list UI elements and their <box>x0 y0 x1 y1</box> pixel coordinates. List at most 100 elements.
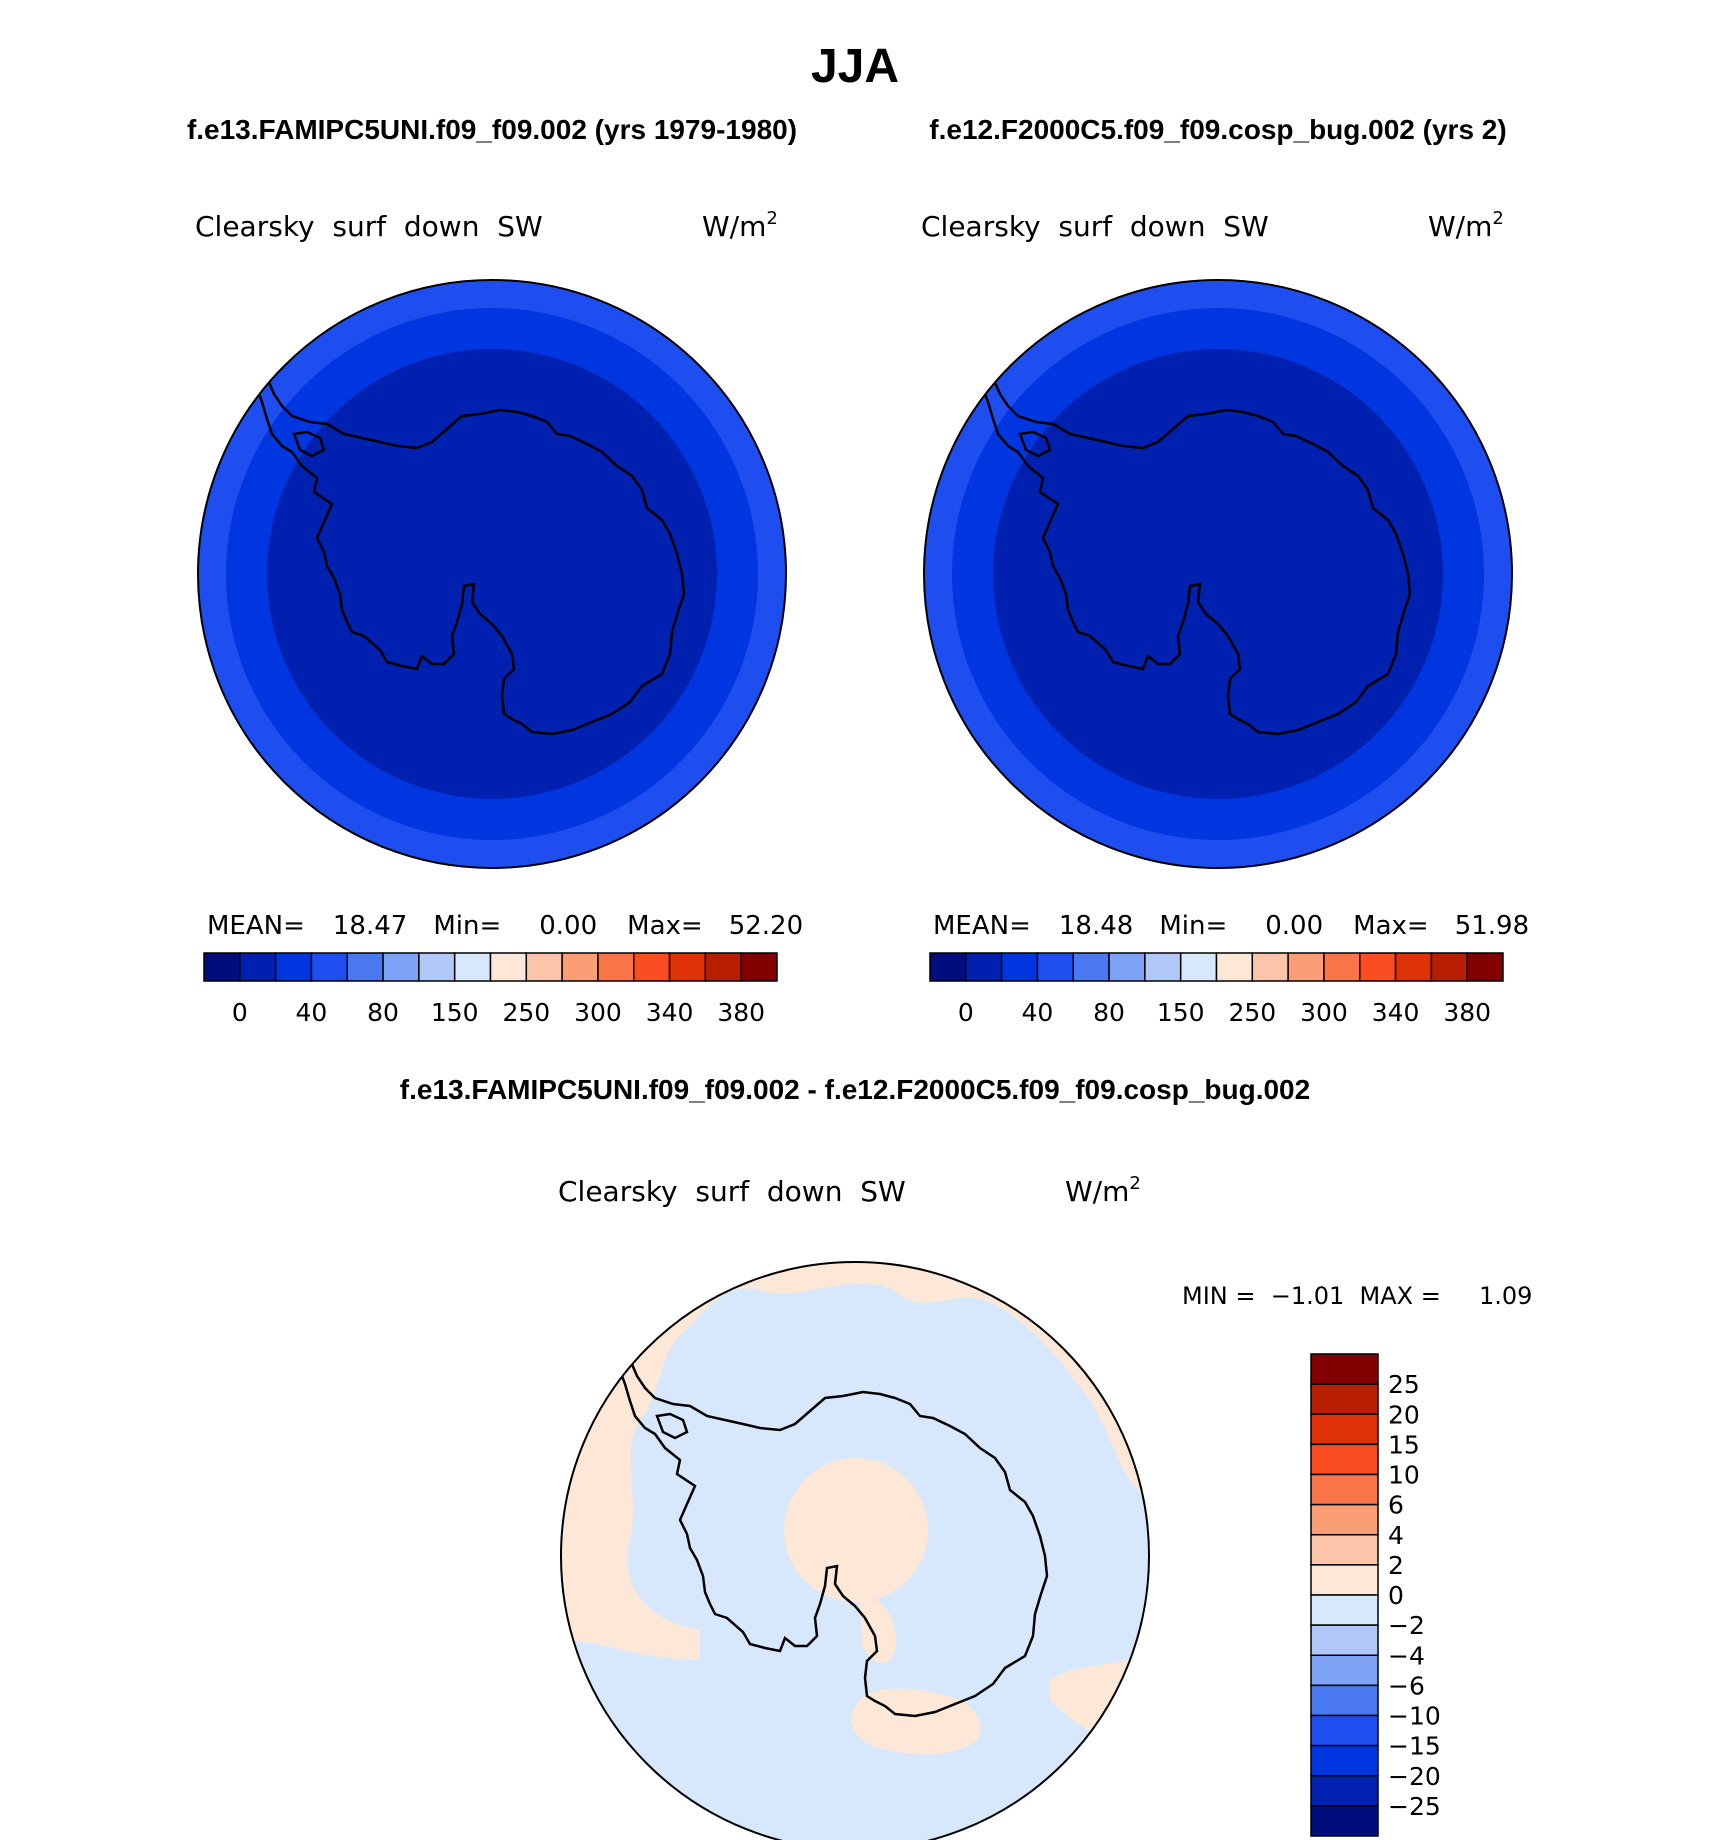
diff-colorbar-tick-label: 6 <box>1388 1491 1404 1520</box>
panel-a-colorbar-tick-label: 380 <box>717 998 765 1027</box>
diff-colorbar-tick-label: −4 <box>1388 1641 1425 1670</box>
figure-title: JJA <box>811 40 899 93</box>
panel-a-map-border <box>197 279 787 869</box>
panel-b-colorbar-tick-label: 340 <box>1372 998 1420 1027</box>
diff-colorbar-swatch <box>1310 1503 1379 1536</box>
diff-colorbar-tick-label: −6 <box>1388 1671 1425 1700</box>
panel-b-colorbar-tick-label: 300 <box>1300 998 1348 1027</box>
diff-colorbar-swatch <box>1310 1443 1379 1476</box>
diff-colorbar-tick-label: −10 <box>1388 1702 1441 1731</box>
panel-b-colorbar-tick-label: 40 <box>1022 998 1054 1027</box>
panel-a-colorbar-swatch <box>310 952 348 982</box>
panel-a-colorbar-swatch <box>597 952 635 982</box>
panel-b-inner-region <box>993 349 1443 799</box>
panel-a-colorbar-swatch <box>346 952 384 982</box>
diff-colorbar-swatch <box>1310 1353 1379 1385</box>
diff-stats: MIN = −1.01 MAX = 1.09 <box>1182 1282 1532 1310</box>
panel-b-colorbar-labels: 0 40 80 150 250 300 340 380 <box>958 998 1491 1027</box>
diff-colorbar-tick-label: −15 <box>1388 1732 1441 1761</box>
panel-a-colorbar-swatch <box>704 952 742 982</box>
panel-b-colorbar <box>929 952 1504 982</box>
panel-a-colorbar-swatch <box>740 952 778 982</box>
panel-a-stats: MEAN= 18.47 Min= 0.00 Max= 52.20 <box>207 911 803 941</box>
panel-a-colorbar-swatch <box>668 952 707 982</box>
diff-colorbar-swatch <box>1310 1564 1379 1596</box>
diff-colorbar-swatch <box>1310 1383 1379 1415</box>
diff-map <box>560 1261 1150 1840</box>
panel-a-variable-label: Clearsky surf down SW <box>195 210 543 243</box>
diff-colorbar-swatch <box>1310 1594 1379 1626</box>
diff-colorbar-swatch <box>1310 1473 1379 1506</box>
diff-colorbar-tick-label: 20 <box>1388 1400 1420 1429</box>
panel-b-header: f.e12.F2000C5.f09_f09.cosp_bug.002 (yrs … <box>929 114 1506 145</box>
diff-colorbar-swatch <box>1310 1654 1379 1687</box>
diff-colorbar-tick-label: 0 <box>1388 1581 1404 1610</box>
panel-a-colorbar-tick-label: 150 <box>431 998 479 1027</box>
panel-b-colorbar-swatch <box>1287 952 1325 982</box>
diff-colorbar-swatch <box>1310 1413 1379 1446</box>
panel-b-colorbar-swatch <box>1359 952 1397 982</box>
panel-a-colorbar-tick-label: 80 <box>367 998 399 1027</box>
panel-b-colorbar-swatch <box>1323 952 1361 982</box>
panel-a-inner-region <box>267 349 717 799</box>
panel-b-variable-label: Clearsky surf down SW <box>921 210 1269 243</box>
diff-map-border <box>560 1261 1150 1840</box>
diff-colorbar-swatch <box>1310 1534 1379 1566</box>
panel-a-colorbar <box>203 952 778 982</box>
panel-b-colorbar-tick-label: 80 <box>1093 998 1125 1027</box>
panel-a-map <box>197 279 787 869</box>
panel-b-stats: MEAN= 18.48 Min= 0.00 Max= 51.98 <box>933 911 1529 941</box>
diff-units-label: W/m2 <box>1065 1173 1141 1208</box>
panel-b-colorbar-swatch <box>1072 952 1110 982</box>
diff-panel-header: f.e13.FAMIPC5UNI.f09_f09.002 - f.e12.F20… <box>400 1074 1310 1105</box>
panel-a-colorbar-swatch <box>633 952 671 982</box>
panel-a-colorbar-swatch <box>525 952 563 982</box>
diff-colorbar-tick-label: 4 <box>1388 1521 1404 1550</box>
panel-a-colorbar-swatch <box>239 952 277 982</box>
panel-a-colorbar-swatch <box>274 952 313 982</box>
panel-b-colorbar-swatch <box>1000 952 1039 982</box>
panel-b-colorbar-swatch <box>1394 952 1433 982</box>
panel-a-colorbar-swatch <box>561 952 599 982</box>
panel-b-colorbar-tick-label: 0 <box>958 998 974 1027</box>
panel-b-map-border <box>923 279 1513 869</box>
panel-b-colorbar-swatch <box>1144 952 1182 982</box>
panel-a-colorbar-swatch <box>203 952 241 982</box>
diff-colorbar-swatch <box>1310 1624 1379 1656</box>
panel-b-colorbar-swatch <box>1466 952 1504 982</box>
panel-b-colorbar-swatch <box>1430 952 1468 982</box>
diff-colorbar-swatch <box>1310 1714 1379 1747</box>
panel-b-colorbar-swatch <box>929 952 967 982</box>
diff-colorbar-tick-label: −25 <box>1388 1792 1441 1821</box>
diff-colorbar <box>1310 1353 1379 1837</box>
panel-b-colorbar-swatch <box>1108 952 1146 982</box>
panel-b-colorbar-swatch <box>1179 952 1218 982</box>
diff-colorbar-tick-label: 25 <box>1388 1370 1420 1399</box>
diff-colorbar-tick-label: 10 <box>1388 1461 1420 1490</box>
panel-b-colorbar-tick-label: 250 <box>1228 998 1276 1027</box>
diff-colorbar-tick-label: −2 <box>1388 1611 1425 1640</box>
panel-a-colorbar-swatch <box>489 952 528 982</box>
diff-colorbar-tick-label: 15 <box>1388 1430 1420 1459</box>
panel-a-colorbar-tick-label: 250 <box>502 998 550 1027</box>
panel-a-colorbar-swatch <box>382 952 420 982</box>
panel-a-units-label: W/m2 <box>702 208 778 243</box>
panel-a-colorbar-swatch <box>453 952 492 982</box>
panel-b-units-label: W/m2 <box>1428 208 1504 243</box>
diff-colorbar-swatch <box>1310 1775 1379 1807</box>
panel-a-colorbar-tick-label: 40 <box>296 998 328 1027</box>
panel-a-colorbar-tick-label: 340 <box>646 998 694 1027</box>
panel-b-colorbar-tick-label: 380 <box>1443 998 1491 1027</box>
panel-b-colorbar-swatch <box>965 952 1003 982</box>
diff-colorbar-tick-label: −20 <box>1388 1762 1441 1791</box>
panel-a-header: f.e13.FAMIPC5UNI.f09_f09.002 (yrs 1979-1… <box>187 114 797 145</box>
diff-colorbar-swatch <box>1310 1744 1379 1777</box>
panel-a-colorbar-tick-label: 0 <box>232 998 248 1027</box>
diff-colorbar-tick-label: 2 <box>1388 1551 1404 1580</box>
diff-colorbar-swatch <box>1310 1684 1379 1717</box>
panel-b-colorbar-swatch <box>1036 952 1074 982</box>
panel-b-colorbar-tick-label: 150 <box>1157 998 1205 1027</box>
diff-colorbar-swatch <box>1310 1805 1379 1837</box>
